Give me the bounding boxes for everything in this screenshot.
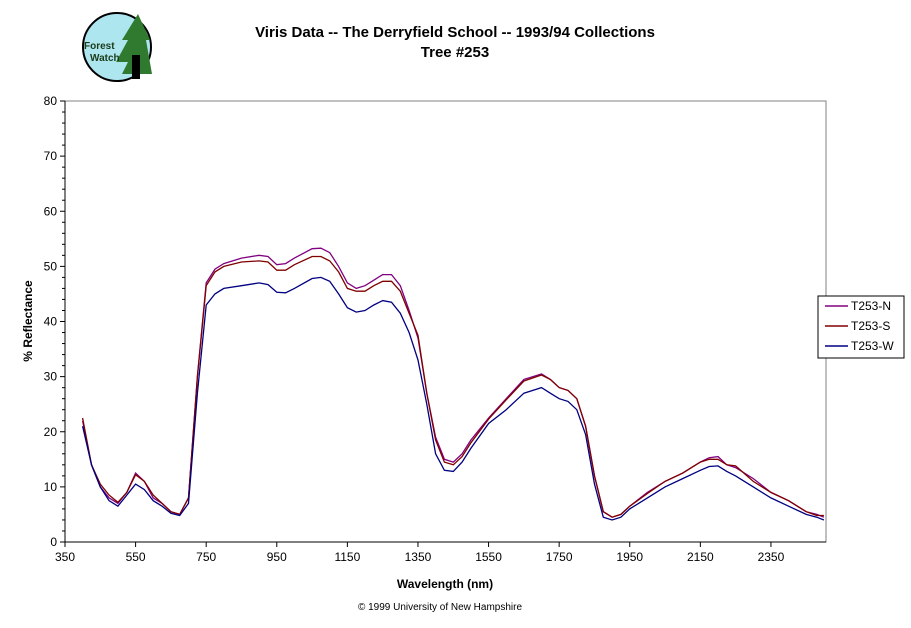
legend-entry: T253-W <box>851 339 894 353</box>
chart-subtitle: Tree #253 <box>421 44 489 61</box>
series-line-t253-s <box>81 255 824 518</box>
chart-title: Viris Data -- The Derryfield School -- 1… <box>255 24 655 41</box>
x-tick-label: 1350 <box>405 550 432 564</box>
x-tick-label: 750 <box>196 550 216 564</box>
y-tick-label: 50 <box>44 259 58 273</box>
y-tick-label: 40 <box>44 315 58 329</box>
legend-entry: T253-N <box>851 299 891 313</box>
x-tick-label: 2350 <box>758 550 785 564</box>
y-tick-label: 0 <box>50 535 57 549</box>
y-tick-label: 10 <box>44 480 58 494</box>
y-tick-label: 30 <box>44 370 58 384</box>
y-tick-label: 20 <box>44 425 58 439</box>
x-tick-label: 950 <box>267 550 287 564</box>
x-tick-label: 2150 <box>687 550 714 564</box>
y-tick-label: 80 <box>44 94 58 108</box>
y-axis-label: % Reflectance <box>21 280 35 362</box>
x-tick-label: 1750 <box>546 550 573 564</box>
legend-entry: T253-S <box>851 319 890 333</box>
plot-area <box>64 100 827 543</box>
y-tick-label: 70 <box>44 149 58 163</box>
x-tick-label: 1950 <box>616 550 643 564</box>
logo-text-watch: Watch <box>90 53 120 64</box>
x-tick-label: 550 <box>126 550 146 564</box>
y-tick-label: 60 <box>44 204 58 218</box>
forest-watch-logo: Forest Watch <box>82 12 152 82</box>
x-tick-label: 1550 <box>475 550 502 564</box>
x-tick-label: 1150 <box>334 550 360 564</box>
logo-text-forest: Forest <box>84 41 115 52</box>
copyright: © 1999 University of New Hampshire <box>358 602 523 613</box>
legend: T253-N T253-S T253-W <box>817 295 905 359</box>
series-line-t253-w <box>81 276 825 521</box>
x-axis-label: Wavelength (nm) <box>397 577 493 591</box>
x-tick-label: 350 <box>55 550 75 564</box>
series-line-t253-n <box>81 247 825 518</box>
